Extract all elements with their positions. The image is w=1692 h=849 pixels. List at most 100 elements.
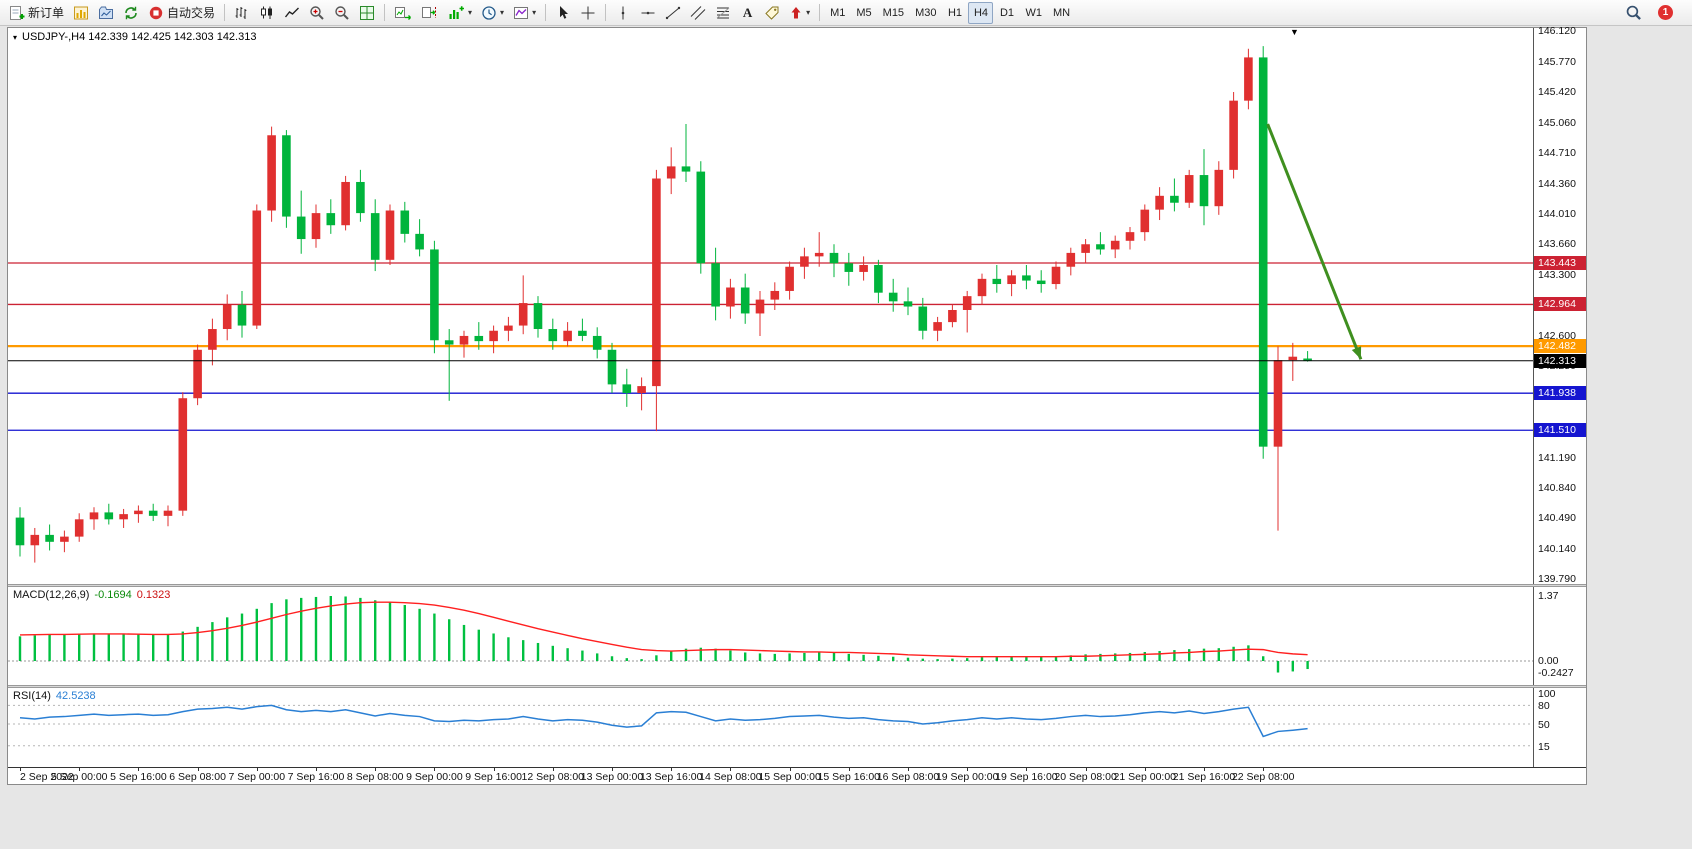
time-axis-label: 20 Sep 08:00 [1054,771,1117,783]
new-order-button[interactable]: 新订单 [5,2,68,24]
symbol-dropdown-icon[interactable]: ▾ [13,32,18,42]
time-axis-tick [375,768,377,771]
rsi-chart[interactable] [8,688,1533,767]
macd-bar [877,655,880,661]
macd-pane[interactable]: MACD(12,26,9) -0.1694 0.1323 [8,587,1533,685]
candle-body [696,171,706,264]
text-tool-button[interactable]: A [736,2,759,24]
macd-bar [1099,653,1102,661]
text-label-button[interactable] [760,2,784,24]
zoom-in-button[interactable] [305,2,329,24]
macd-axis-label: 1.37 [1538,590,1559,602]
candle-body [1288,356,1298,361]
indicators-button[interactable]: ▾ [444,2,476,24]
candle-body [104,512,114,520]
candle-body [563,330,572,342]
equidistant-channel-button[interactable] [686,2,710,24]
zoom-out-button[interactable] [330,2,354,24]
line-chart-icon [284,7,300,17]
new-chart-button[interactable] [69,2,93,24]
macd-bar [596,653,599,661]
profiles-icon [99,6,114,19]
timeframe-mn-button[interactable]: MN [1048,2,1075,24]
time-axis-tick [138,768,140,771]
chart-shift-marker[interactable]: ▼ [1290,28,1299,37]
candle-body [148,510,158,516]
macd-bar [640,659,643,661]
macd-bar [655,655,658,661]
time-axis[interactable]: 2 Sep 2022 5 Sep 00:00 5 Sep 16:00 6 Sep 08… [8,767,1586,784]
pane-divider[interactable] [8,584,1586,587]
macd-axis-label: 0.00 [1538,655,1559,667]
horizontal-line-button[interactable] [636,2,660,24]
time-axis-tick [671,768,673,771]
bar-chart-button[interactable] [230,2,254,24]
timeframe-d1-button[interactable]: D1 [994,2,1019,24]
macd-axis[interactable]: 1.37 0.00 -0.2427 [1533,587,1586,685]
text-tool-icon: A [742,4,753,20]
time-axis-label: 7 Sep 16:00 [287,771,345,783]
macd-bar [1114,653,1117,661]
autotrading-button[interactable]: 自动交易 [144,2,219,24]
macd-chart[interactable] [8,587,1533,685]
time-axis-label: 15 Sep 16:00 [817,771,881,783]
time-axis-tick [1144,768,1146,771]
macd-bar [1084,654,1087,661]
macd-bar [403,605,406,661]
pane-divider[interactable] [8,685,1586,688]
templates-button[interactable]: ▾ [509,2,540,24]
timeframe-h1-button[interactable]: H1 [942,2,967,24]
trend-arrow-head [1351,346,1362,360]
arrows-tool-button[interactable]: ▾ [785,2,814,24]
candle-body [814,252,824,257]
candle-body [681,166,691,172]
rsi-axis[interactable]: 100 80 50 15 [1533,688,1586,767]
timeframe-m30-button[interactable]: M30 [910,2,941,24]
macd-bar [566,648,569,661]
timeframe-m15-button[interactable]: M15 [878,2,909,24]
time-axis-label: 15 Sep 00:00 [758,771,821,783]
vertical-line-button[interactable] [611,2,635,24]
main-chart-pane[interactable]: ▾ USDJPY-,H4 142.339 142.425 142.303 142… [8,28,1533,584]
time-axis-label: 2 Sep 2022 [20,771,74,783]
cursor-button[interactable] [551,2,575,24]
candle-body [74,519,84,537]
profiles-button[interactable] [94,2,118,24]
time-axis-label: 22 Sep 08:00 [1231,771,1295,783]
time-axis-label: 7 Sep 00:00 [228,771,286,783]
macd-bar [211,622,214,661]
rsi-pane[interactable]: RSI(14) 42.5238 [8,688,1533,767]
candlestick-chart-button[interactable] [255,2,279,24]
refresh-button[interactable] [119,2,143,24]
notification-badge[interactable]: 1 [1658,5,1673,20]
vertical-line-icon [621,6,625,19]
trendline-icon [665,6,681,19]
candle-body [296,216,306,240]
trend-arrow[interactable] [1266,123,1363,360]
timeframe-h4-button[interactable]: H4 [968,1,994,24]
time-axis-tick [1026,768,1028,771]
timeframe-m1-button[interactable]: M1 [825,2,850,24]
search-button[interactable] [1621,2,1646,24]
fibonacci-button[interactable] [711,2,735,24]
tile-windows-button[interactable] [355,2,379,24]
macd-bar [1010,656,1013,661]
crosshair-button[interactable] [576,2,600,24]
line-chart-button[interactable] [280,2,304,24]
timeframe-m5-button[interactable]: M5 [851,2,876,24]
macd-bar [936,659,939,661]
candle-body [193,349,202,399]
macd-bar [166,634,170,661]
auto-scroll-button[interactable] [390,2,416,24]
time-axis-tick [316,768,317,771]
candlestick-chart[interactable] [8,28,1533,584]
macd-bar [226,617,229,661]
candle-body [45,534,54,542]
chart-shift-button[interactable] [417,2,443,24]
trendline-button[interactable] [661,2,685,24]
timeframe-w1-button[interactable]: W1 [1020,2,1047,24]
price-axis[interactable]: 146.120 145.770 145.420 145.060 144.710 144.3… [1533,25,1586,585]
rsi-axis-label: 80 [1538,700,1550,713]
chart-title-text: USDJPY-,H4 142.339 142.425 142.303 142.3… [22,31,257,43]
periods-button[interactable]: ▾ [477,2,508,24]
